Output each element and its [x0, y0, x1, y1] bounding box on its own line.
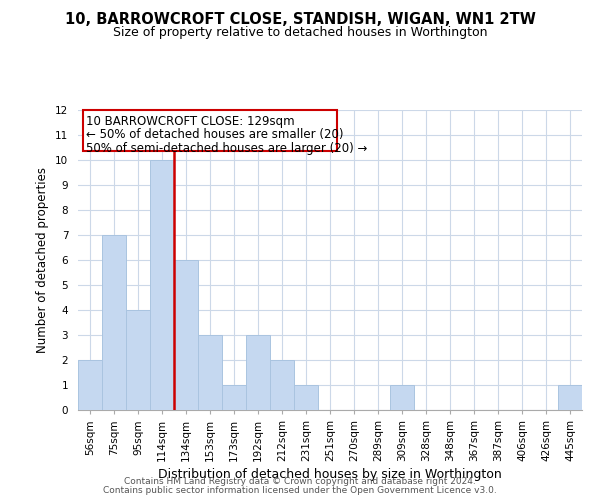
Bar — [390, 385, 414, 410]
Bar — [126, 310, 150, 410]
Text: 50% of semi-detached houses are larger (20) →: 50% of semi-detached houses are larger (… — [86, 142, 368, 155]
FancyBboxPatch shape — [83, 110, 337, 151]
Bar — [78, 360, 102, 410]
Text: 10, BARROWCROFT CLOSE, STANDISH, WIGAN, WN1 2TW: 10, BARROWCROFT CLOSE, STANDISH, WIGAN, … — [65, 12, 535, 28]
Text: ← 50% of detached houses are smaller (20): ← 50% of detached houses are smaller (20… — [86, 128, 344, 141]
X-axis label: Distribution of detached houses by size in Worthington: Distribution of detached houses by size … — [158, 468, 502, 481]
Bar — [294, 385, 318, 410]
Text: Size of property relative to detached houses in Worthington: Size of property relative to detached ho… — [113, 26, 487, 39]
Bar — [198, 335, 222, 410]
Bar — [150, 160, 174, 410]
Text: 10 BARROWCROFT CLOSE: 129sqm: 10 BARROWCROFT CLOSE: 129sqm — [86, 114, 295, 128]
Bar — [102, 235, 126, 410]
Bar — [222, 385, 246, 410]
Text: Contains HM Land Registry data © Crown copyright and database right 2024.: Contains HM Land Registry data © Crown c… — [124, 477, 476, 486]
Bar — [558, 385, 582, 410]
Bar — [174, 260, 198, 410]
Y-axis label: Number of detached properties: Number of detached properties — [37, 167, 49, 353]
Bar — [270, 360, 294, 410]
Bar — [246, 335, 270, 410]
Text: Contains public sector information licensed under the Open Government Licence v3: Contains public sector information licen… — [103, 486, 497, 495]
